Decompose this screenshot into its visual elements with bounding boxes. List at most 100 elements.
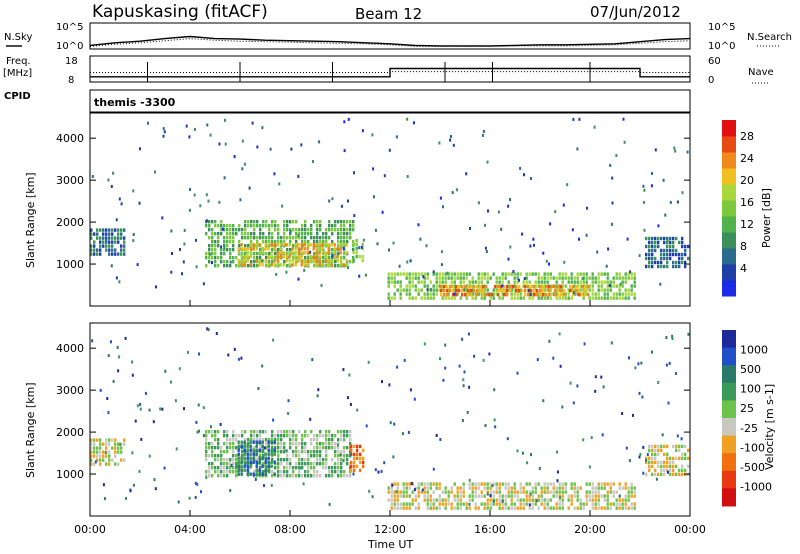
heatmap-speckle [594,375,597,379]
heatmap-cell-region-4 [546,276,549,280]
heatmap-cell-region-2 [294,255,297,259]
heatmap-cell-region-2 [312,243,315,247]
heatmap-cell-region-4 [522,502,525,506]
heatmap-cell-region-4 [561,502,564,506]
heatmap-cell-region-1 [319,442,322,446]
heatmap-cell-region-1 [337,220,340,224]
heatmap-cell-region-1 [286,466,289,470]
heatmap-cell-region-5 [675,472,678,477]
heatmap-cell-region-0 [117,228,120,232]
heatmap-speckle [440,250,443,254]
heatmap-speckle [368,489,371,493]
heatmap-cell-region-5 [663,472,666,477]
heatmap-cell-region-1 [271,470,274,474]
heatmap-cell-region-4 [447,292,450,296]
heatmap-speckle [519,166,522,170]
heatmap-cell-region-1 [292,438,295,442]
heatmap-cell-region-1 [262,224,265,228]
noise-ytick-top-left: 10^5 [56,22,83,33]
heatmap-speckle [353,171,355,175]
heatmap-cell-region-6 [660,260,663,265]
heatmap-speckle [311,358,314,362]
heatmap-cell-region-1 [340,228,343,232]
heatmap-cell-region-4 [555,486,558,490]
heatmap-cell-region-4 [624,502,627,506]
heatmap-cell-region-4 [627,272,630,276]
heatmap-cell-region-4 [504,494,507,498]
heatmap-cell-region-1 [283,232,286,236]
heatmap-cell-region-2 [255,440,258,444]
heatmap-cell-region-2 [309,243,312,247]
heatmap-cell-region-2 [255,464,258,468]
heatmap-cell-region-0 [99,244,102,248]
heatmap-cell-region-5 [509,285,512,289]
heatmap-cell-region-1 [310,450,313,454]
heatmap-cell-region-1 [259,224,262,228]
heatmap-cell-region-1 [214,232,217,236]
heatmap-cell-region-4 [567,292,570,296]
heatmap-cell-region-4 [453,284,456,288]
heatmap-cell-region-1 [331,248,334,252]
heatmap-cell-region-1 [241,252,244,256]
heatmap-cell-region-4 [435,482,438,486]
heatmap-speckle [155,285,157,289]
heatmap-cell-region-1 [211,450,214,454]
heatmap-cell-region-1 [253,252,256,256]
heatmap-speckle [671,337,674,341]
heatmap-cell-region-5 [458,289,461,293]
heatmap-cell-region-6 [672,244,675,249]
heatmap-cell-region-5 [443,285,446,289]
heatmap-cell-region-4 [504,498,507,502]
heatmap-cell-region-0 [105,236,108,240]
heatmap-cell-region-0 [114,446,117,450]
y-tick-label: 4000 [56,132,84,145]
heatmap-cell-region-1 [223,462,226,466]
heatmap-cell-region-1 [268,244,271,248]
heatmap-cell-region-4 [480,292,483,296]
heatmap-cell-region-1 [205,438,208,442]
heatmap-cell-region-1 [304,450,307,454]
heatmap-cell-region-1 [277,458,280,462]
heatmap-cell-region-0 [102,442,105,446]
heatmap-cell-region-4 [591,292,594,296]
heatmap-cell-region-4 [537,292,540,296]
heatmap-cell-region-1 [241,454,244,458]
heatmap-cell-region-1 [337,466,340,470]
heatmap-cell-region-0 [99,252,102,256]
heatmap-cell-region-1 [280,236,283,240]
heatmap-cell-region-1 [346,462,349,466]
heatmap-cell-region-5 [657,444,660,449]
heatmap-speckle [669,200,672,204]
heatmap-cell-region-4 [444,486,447,490]
heatmap-cell-region-4 [519,292,522,296]
heatmap-speckle [106,397,109,400]
heatmap-speckle [139,407,142,411]
heatmap-cell-region-4 [561,490,564,494]
heatmap-cell-region-2 [237,460,240,464]
heatmap-cell-region-1 [313,438,316,442]
heatmap-cell-region-1 [205,450,208,454]
heatmap-cell-region-4 [558,482,561,486]
heatmap-cell-region-4 [459,494,462,498]
heatmap-cell-region-4 [543,280,546,284]
heatmap-speckle [263,446,266,450]
heatmap-cell-region-1 [211,228,214,232]
heatmap-speckle [243,162,246,166]
heatmap-speckle [667,401,670,405]
heatmap-cell-region-0 [114,442,117,446]
heatmap-cell-region-1 [292,256,295,260]
heatmap-cell-region-1 [238,240,241,244]
heatmap-cell-region-2 [261,472,264,476]
heatmap-cell-region-1 [310,228,313,232]
heatmap-cell-region-1 [301,228,304,232]
heatmap-cell-region-1 [232,450,235,454]
heatmap-cell-region-4 [495,498,498,502]
heatmap-cell-region-4 [495,280,498,284]
heatmap-cell-region-6 [666,248,669,253]
heatmap-cell-region-1 [349,232,352,236]
heatmap-cell-region-4 [513,502,516,506]
heatmap-speckle [463,370,466,374]
heatmap-cell-region-4 [504,486,507,490]
velocity-colorbar-swatch [722,400,736,419]
heatmap-cell-region-2 [255,444,258,448]
